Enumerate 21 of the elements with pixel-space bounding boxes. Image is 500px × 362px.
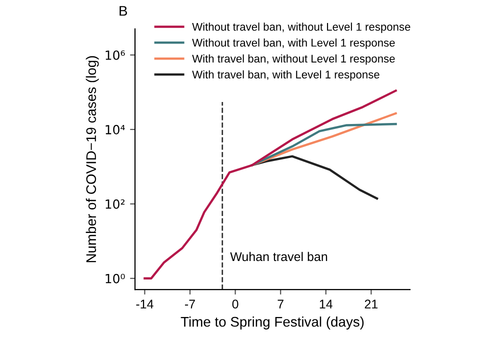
x-tick-label: 7: [278, 300, 284, 308]
x-tick-label: 21: [364, 300, 378, 308]
line-series: [251, 155, 378, 200]
y-tick-label: 10⁴: [106, 124, 125, 134]
legend-label: Without travel ban, with Level 1 response: [192, 38, 395, 49]
y-tick-label: 10⁶: [106, 50, 125, 60]
x-tick-label: -7: [185, 300, 195, 308]
legend-label: With travel ban, without Level 1 response: [192, 54, 395, 65]
line-series: [144, 90, 397, 280]
ref-line-label: Wuhan travel ban: [230, 252, 328, 262]
legend-label: Without travel ban, without Level 1 response: [192, 22, 410, 33]
y-axis-title: Number of COVID−19 cases (log): [86, 56, 99, 262]
legend-label: With travel ban, with Level 1 response: [192, 70, 380, 81]
y-tick-label: 10²: [106, 199, 124, 209]
line-series: [251, 122, 397, 166]
x-tick-label: 0: [232, 300, 238, 309]
x-tick-label: -14: [136, 300, 154, 308]
x-tick-label: 14: [320, 300, 332, 308]
text: B: [120, 6, 128, 16]
y-tick-label: 10⁰: [106, 274, 125, 284]
x-axis-title: Time to Spring Festival (days): [180, 316, 364, 330]
